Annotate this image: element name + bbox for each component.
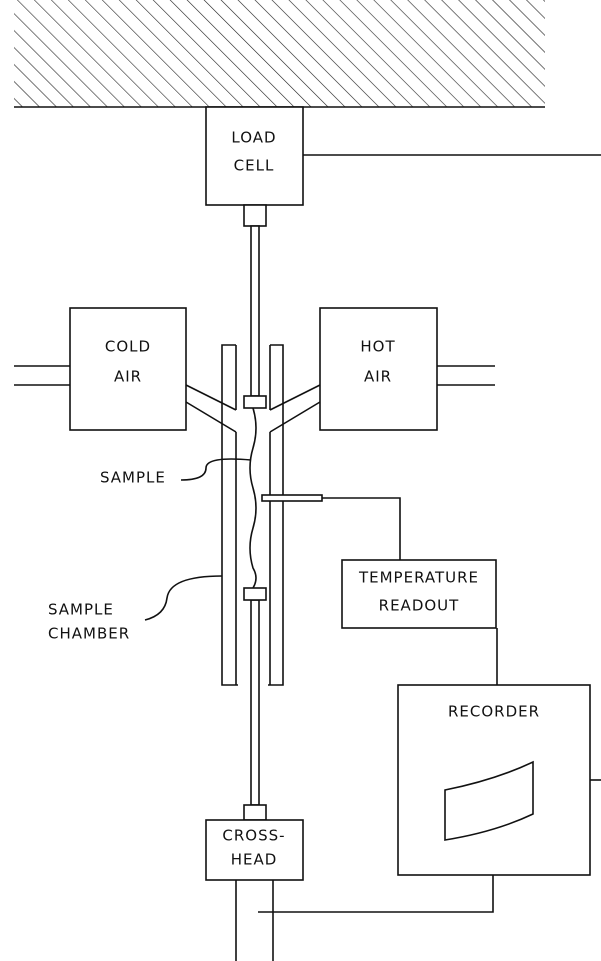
label: SAMPLE — [48, 601, 114, 619]
label: RECORDER — [448, 703, 540, 721]
label: COLD — [105, 338, 151, 356]
label: HOT — [360, 338, 395, 356]
ceiling — [14, 0, 545, 108]
load-cell: LOAD CELL — [205, 106, 601, 227]
label: AIR — [364, 368, 392, 386]
label: LOAD — [231, 129, 276, 147]
label: HEAD — [231, 851, 278, 869]
label: TEMPERATURE — [358, 569, 479, 587]
label: CHAMBER — [48, 625, 130, 643]
hot-air: HOT AIR — [269, 307, 495, 433]
label: AIR — [114, 368, 142, 386]
label: CELL — [234, 157, 275, 175]
chamber — [221, 344, 284, 686]
recorder: RECORDER — [397, 684, 601, 876]
sample-chamber-label: SAMPLE CHAMBER — [48, 575, 223, 643]
thermocouple — [261, 494, 401, 560]
cold-air: COLD AIR — [14, 307, 237, 433]
label: SAMPLE — [100, 469, 166, 487]
label: CROSS- — [222, 827, 285, 845]
crosshead: CROSS- HEAD — [205, 804, 494, 961]
temperature-readout: TEMPERATURE READOUT — [341, 559, 498, 685]
label: READOUT — [379, 597, 460, 615]
sample: SAMPLE — [100, 395, 267, 601]
